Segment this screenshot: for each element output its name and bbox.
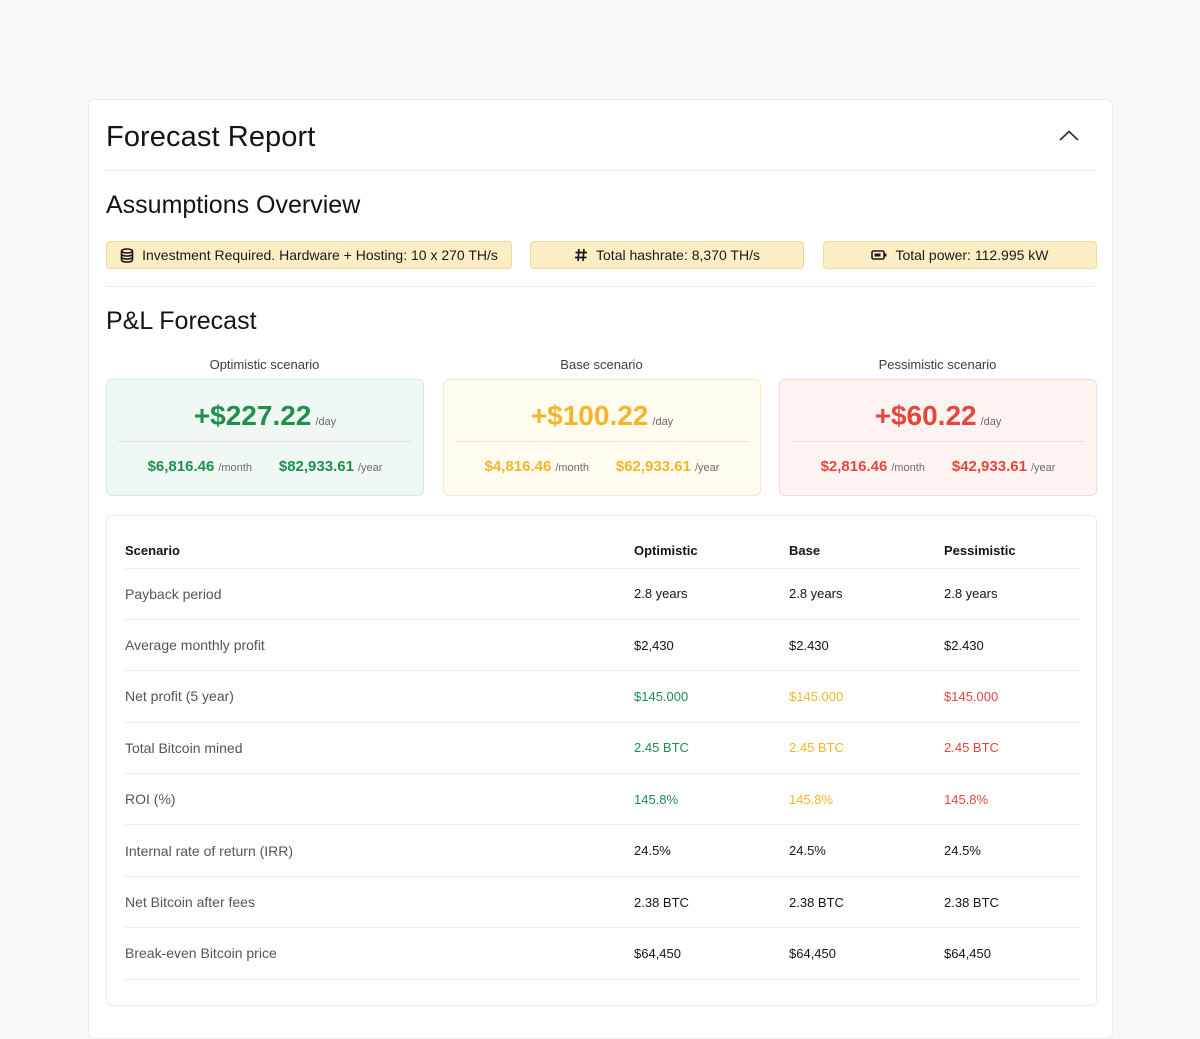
hash-icon [575, 248, 588, 262]
optimistic-monthly-profit: $6,816.46 [147, 458, 215, 475]
power-chip-label: Total power: 112.995 kW [895, 247, 1049, 263]
row-label: Total Bitcoin mined [125, 722, 634, 775]
year-unit: /year [694, 462, 720, 474]
power-chip: Total power: 112.995 kW [823, 241, 1097, 269]
pessimistic-cell: 2.8 years [944, 568, 1080, 620]
header-pessimistic: Pessimistic [944, 534, 1080, 569]
pessimistic-yearly-profit: $42,933.61 [951, 458, 1027, 475]
card-header: Forecast Report [106, 100, 1095, 171]
pessimistic-daily-profit: +$60.22 [874, 400, 977, 431]
pessimistic-scenario-card: +$60.22/day $2,816.46/month $42,933.61/y… [779, 379, 1097, 496]
card-divider [455, 441, 749, 442]
row-label: Internal rate of return (IRR) [125, 824, 634, 877]
section-divider [106, 286, 1095, 287]
assumption-chips: Investment Required. Hardware + Hosting:… [106, 241, 1097, 269]
optimistic-scenario-label: Optimistic scenario [209, 357, 320, 372]
base-cell: 2.45 BTC [789, 722, 944, 775]
optimistic-cell: $2,430 [634, 619, 789, 672]
month-unit: /month [218, 462, 252, 474]
optimistic-cell: $64,450 [634, 927, 789, 980]
optimistic-cell: 24.5% [634, 824, 789, 877]
base-monthly-profit: $4,816.46 [484, 458, 552, 475]
card-divider [118, 441, 412, 442]
comparison-table-card: Scenario Optimistic Base Pessimistic Pay… [106, 515, 1097, 1006]
optimistic-cell: 145.8% [634, 773, 789, 826]
month-unit: /month [891, 462, 925, 474]
day-unit: /day [652, 416, 674, 428]
header-optimistic: Optimistic [634, 534, 789, 569]
row-label: Net profit (5 year) [125, 670, 634, 723]
base-cell: 2.38 BTC [789, 876, 944, 929]
base-daily-profit: +$100.22 [530, 400, 649, 431]
pessimistic-cell: $2.430 [944, 619, 1080, 672]
base-cell: $2.430 [789, 619, 944, 672]
card-divider [791, 441, 1085, 442]
table-row: Total Bitcoin mined 2.45 BTC 2.45 BTC 2.… [125, 722, 1080, 775]
optimistic-cell: 2.38 BTC [634, 876, 789, 929]
pessimistic-monthly-profit: $2,816.46 [820, 458, 888, 475]
optimistic-daily-profit: +$227.22 [193, 400, 312, 431]
pessimistic-cell: 24.5% [944, 824, 1080, 877]
row-label: Average monthly profit [125, 619, 634, 672]
database-icon [120, 247, 134, 263]
hashrate-chip-label: Total hashrate: 8,370 TH/s [596, 247, 760, 263]
comparison-table: Scenario Optimistic Base Pessimistic Pay… [125, 534, 1080, 980]
hashrate-chip: Total hashrate: 8,370 TH/s [530, 241, 804, 269]
base-cell: 2.8 years [789, 568, 944, 620]
base-scenario-card: +$100.22/day $4,816.46/month $62,933.61/… [443, 379, 761, 496]
base-cell: 24.5% [789, 824, 944, 877]
header-base: Base [789, 534, 944, 569]
optimistic-cell: 2.45 BTC [634, 722, 789, 775]
base-yearly-profit: $62,933.61 [615, 458, 691, 475]
pl-forecast-title: P&L Forecast [106, 307, 257, 335]
table-row: Payback period 2.8 years 2.8 years 2.8 y… [125, 568, 1080, 620]
row-label: Net Bitcoin after fees [125, 876, 634, 929]
row-label: ROI (%) [125, 773, 634, 826]
chevron-up-icon [1059, 130, 1079, 141]
table-row: Average monthly profit $2,430 $2.430 $2.… [125, 619, 1080, 672]
row-label: Payback period [125, 568, 634, 620]
base-cell: $145.000 [789, 670, 944, 723]
base-cell: $64,450 [789, 927, 944, 980]
page-title: Forecast Report [106, 121, 316, 153]
pessimistic-cell: 2.45 BTC [944, 722, 1080, 775]
table-row: Break-even Bitcoin price $64,450 $64,450… [125, 927, 1080, 980]
assumptions-title: Assumptions Overview [106, 191, 361, 219]
investment-chip-label: Investment Required. Hardware + Hosting:… [142, 247, 498, 263]
optimistic-scenario-card: +$227.22/day $6,816.46/month $82,933.61/… [106, 379, 424, 496]
pessimistic-cell: 145.8% [944, 773, 1080, 826]
month-unit: /month [555, 462, 589, 474]
row-label: Break-even Bitcoin price [125, 927, 634, 980]
optimistic-cell: 2.8 years [634, 568, 789, 620]
base-cell: 145.8% [789, 773, 944, 826]
table-header-row: Scenario Optimistic Base Pessimistic [125, 534, 1080, 569]
day-unit: /day [980, 416, 1002, 428]
year-unit: /year [357, 462, 383, 474]
pessimistic-cell: $145.000 [944, 670, 1080, 723]
pessimistic-scenario-label: Pessimistic scenario [878, 357, 997, 372]
investment-chip: Investment Required. Hardware + Hosting:… [106, 241, 512, 269]
base-scenario-label: Base scenario [560, 357, 643, 372]
collapse-button[interactable] [1057, 124, 1081, 148]
pessimistic-cell: 2.38 BTC [944, 876, 1080, 929]
battery-icon [871, 250, 887, 260]
pessimistic-cell: $64,450 [944, 927, 1080, 980]
year-unit: /year [1030, 462, 1056, 474]
optimistic-yearly-profit: $82,933.61 [278, 458, 354, 475]
day-unit: /day [315, 416, 337, 428]
table-row: ROI (%) 145.8% 145.8% 145.8% [125, 773, 1080, 826]
table-row: Net Bitcoin after fees 2.38 BTC 2.38 BTC… [125, 876, 1080, 929]
optimistic-cell: $145.000 [634, 670, 789, 723]
table-row: Net profit (5 year) $145.000 $145.000 $1… [125, 670, 1080, 723]
table-row: Internal rate of return (IRR) 24.5% 24.5… [125, 824, 1080, 877]
header-scenario: Scenario [125, 534, 634, 569]
forecast-report-card: Forecast Report Assumptions Overview Inv… [88, 99, 1113, 1039]
